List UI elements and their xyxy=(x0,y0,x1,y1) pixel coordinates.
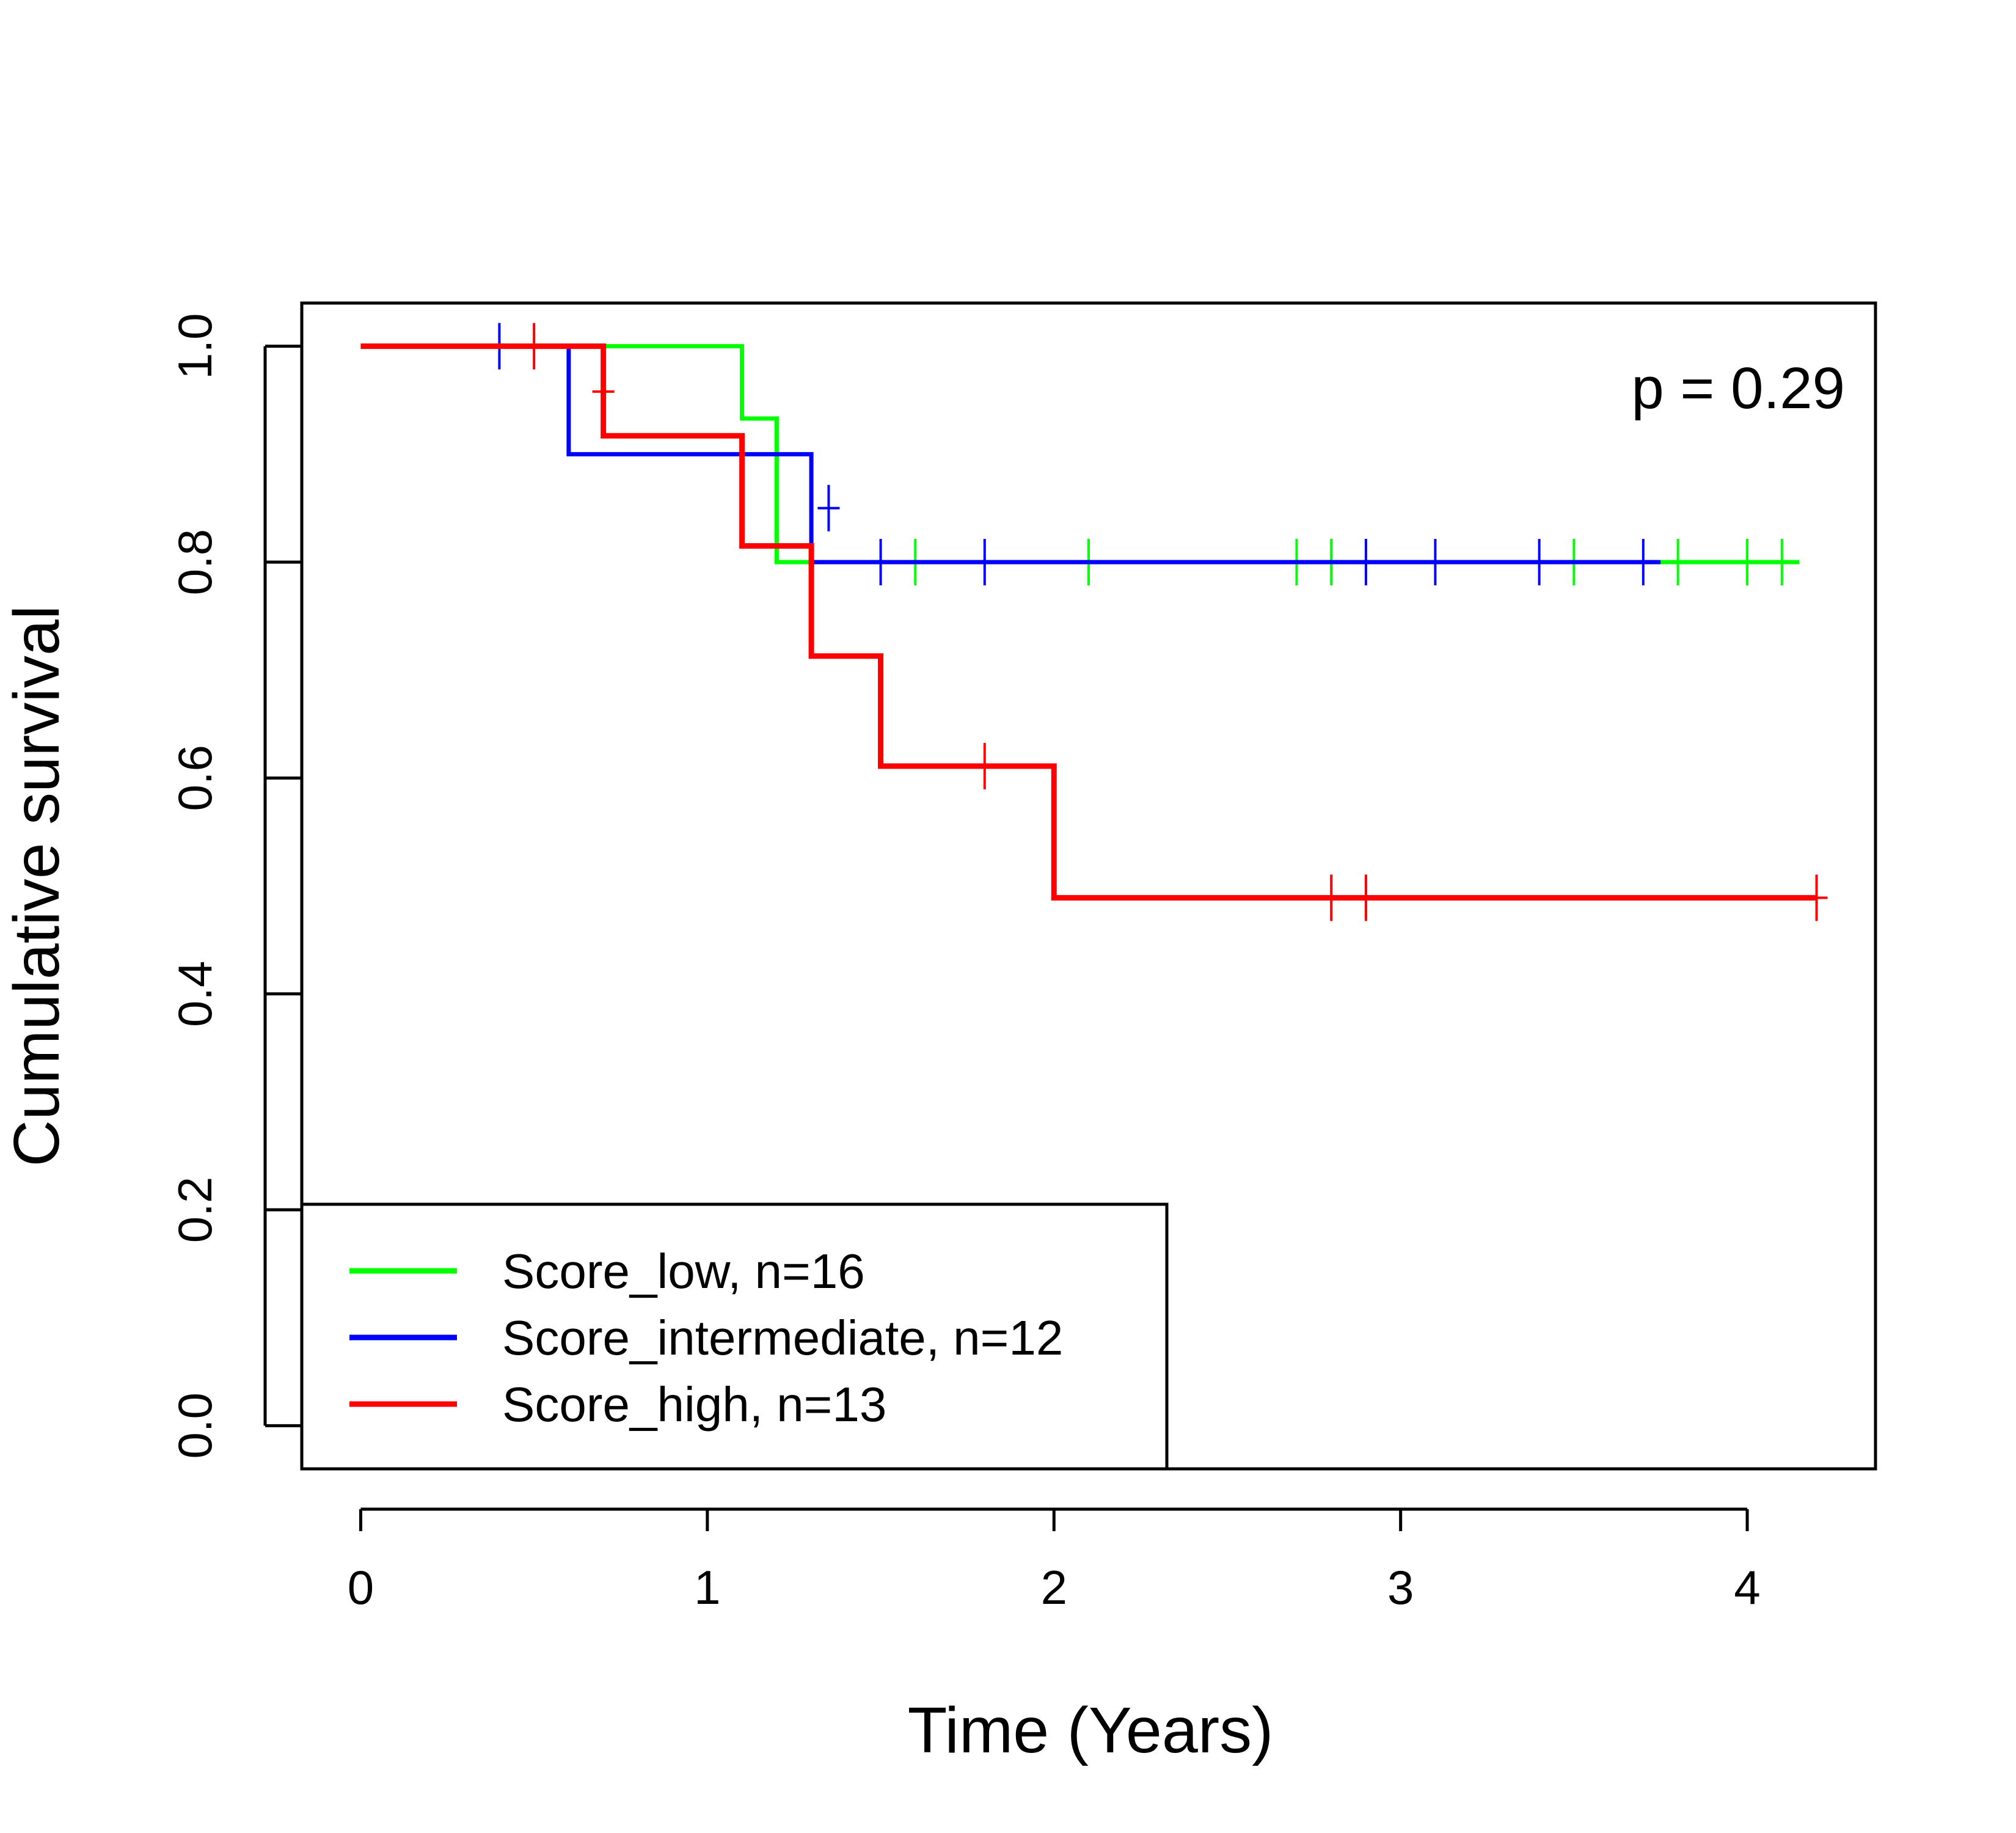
x-tick-label: 2 xyxy=(1041,1560,1067,1614)
legend: Score_low, n=16 Score_intermediate, n=12 S… xyxy=(300,1202,1169,1471)
p-value-annotation: p = 0.29 xyxy=(1631,356,1845,421)
censor-mark xyxy=(1354,539,1377,585)
series-2 xyxy=(360,323,1828,921)
censor-mark xyxy=(1528,539,1550,585)
legend-label: Score_high, n=13 xyxy=(502,1377,886,1432)
censor-mark xyxy=(973,539,996,585)
y-axis-title: Cumulative survival xyxy=(1,606,73,1167)
legend-label: Score_low, n=16 xyxy=(502,1244,865,1298)
censor-mark xyxy=(523,323,546,370)
x-tick-label: 0 xyxy=(348,1560,374,1614)
series-layer xyxy=(360,323,1828,921)
censor-mark xyxy=(1667,539,1689,585)
censor-mark xyxy=(1805,874,1828,921)
y-tick-label: 0.6 xyxy=(168,745,222,811)
y-tick-label: 0.8 xyxy=(168,529,222,595)
x-tick-label: 1 xyxy=(694,1560,720,1614)
censor-mark xyxy=(817,485,840,532)
censor-mark xyxy=(1770,539,1793,585)
y-tick-label: 0.4 xyxy=(168,960,222,1026)
censor-mark xyxy=(869,539,892,585)
series-line xyxy=(360,343,1817,901)
censor-mark xyxy=(1736,539,1759,585)
censor-mark xyxy=(1354,874,1377,921)
x-tick-label: 4 xyxy=(1734,1560,1760,1614)
y-tick-label: 0.2 xyxy=(168,1177,222,1243)
censor-mark xyxy=(1320,874,1343,921)
censor-mark xyxy=(592,368,615,415)
censor-mark xyxy=(1632,539,1654,585)
x-axis-title: Time (Years) xyxy=(908,1694,1274,1766)
x-tick-label: 3 xyxy=(1387,1560,1414,1614)
axes-layer: 0 1 2 3 4 0.0 0.2 0.4 0.6 0.8 1.0 xyxy=(168,301,1877,1614)
y-tick-label: 1.0 xyxy=(168,313,222,379)
censor-mark xyxy=(1424,539,1447,585)
legend-label: Score_intermediate, n=12 xyxy=(502,1311,1063,1365)
censor-mark xyxy=(973,742,996,789)
y-tick-label: 0.0 xyxy=(168,1392,222,1458)
